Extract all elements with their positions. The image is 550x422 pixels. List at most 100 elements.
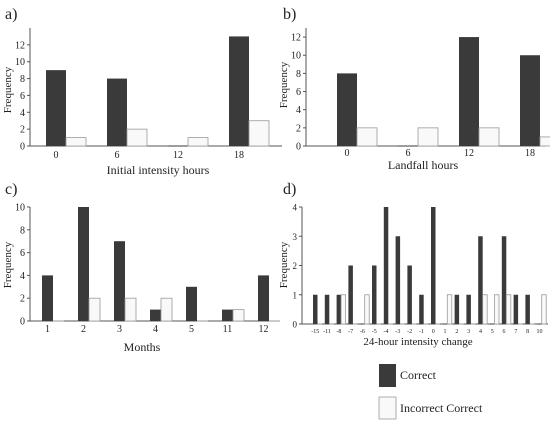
x-tick-label: -8 bbox=[336, 329, 341, 335]
bar-correct bbox=[258, 275, 269, 321]
x-tick-label: 4 bbox=[479, 329, 482, 335]
bar-incorrect bbox=[494, 294, 500, 325]
bar-incorrect bbox=[478, 127, 500, 147]
legend-label-incorrect: Incorrect Correct bbox=[400, 401, 483, 415]
y-tick-label: 1 bbox=[293, 290, 298, 300]
bar-correct bbox=[42, 275, 53, 321]
panel-label: a) bbox=[5, 6, 17, 23]
panel-a: a) Frequency Initial intensity hours 0 2 4… bbox=[2, 6, 282, 177]
bar-correct bbox=[114, 241, 125, 321]
bar-correct bbox=[513, 294, 519, 324]
y-tick-label: 3 bbox=[293, 232, 298, 242]
bar-correct bbox=[372, 265, 377, 324]
y-tick-label: 6 bbox=[20, 248, 25, 259]
bar-correct bbox=[525, 294, 530, 324]
x-tick-label: 1 bbox=[45, 324, 50, 335]
bar-incorrect bbox=[539, 136, 550, 147]
bar-incorrect bbox=[364, 294, 370, 325]
x-tick-label: 2 bbox=[455, 329, 458, 335]
x-tick-label: 6 bbox=[406, 148, 411, 159]
legend-label-correct: Correct bbox=[400, 368, 436, 382]
bar-correct bbox=[186, 286, 197, 321]
x-axis-label: Initial intensity hours bbox=[107, 163, 210, 177]
x-tick-label: 8 bbox=[526, 329, 529, 335]
y-tick-label: 6 bbox=[296, 87, 301, 98]
y-tick-label: 2 bbox=[293, 261, 298, 271]
legend-swatch-incorrect bbox=[378, 396, 397, 420]
bar-incorrect bbox=[187, 137, 209, 147]
x-tick-label: 11 bbox=[223, 324, 233, 335]
bar-correct bbox=[501, 236, 507, 324]
x-tick-label: -1 bbox=[419, 329, 424, 335]
bar-correct bbox=[229, 36, 249, 146]
x-tick-label: 18 bbox=[525, 148, 535, 159]
x-tick-label: 6 bbox=[115, 150, 120, 161]
x-tick-label: 12 bbox=[464, 148, 474, 159]
bar-correct bbox=[313, 294, 318, 324]
y-tick-label: 4 bbox=[20, 108, 25, 119]
bar-incorrect bbox=[446, 294, 453, 325]
x-tick-label: 3 bbox=[117, 324, 122, 335]
bar-correct bbox=[324, 294, 330, 324]
bar-correct bbox=[419, 294, 424, 324]
y-tick-label: 0 bbox=[296, 142, 301, 153]
x-tick-label: -2 bbox=[407, 329, 412, 335]
bar-correct bbox=[150, 309, 161, 321]
x-axis-label: Months bbox=[124, 340, 161, 354]
y-tick-label: 0 bbox=[293, 320, 298, 330]
legend bbox=[378, 364, 397, 420]
x-tick-label: -11 bbox=[323, 329, 331, 335]
bar-correct bbox=[107, 78, 127, 146]
x-tick-label: 4 bbox=[153, 324, 158, 335]
x-tick-label: -15 bbox=[311, 329, 319, 335]
bar-correct bbox=[520, 55, 540, 146]
y-tick-label: 10 bbox=[291, 51, 301, 62]
bar-correct bbox=[348, 265, 353, 324]
y-axis-label: Frequency bbox=[278, 61, 290, 108]
x-tick-label: 12 bbox=[259, 324, 269, 335]
x-tick-label: 2 bbox=[81, 324, 86, 335]
bar-incorrect bbox=[126, 128, 148, 147]
y-tick-label: 2 bbox=[20, 294, 25, 305]
bar-incorrect bbox=[482, 294, 488, 325]
x-tick-label: 0 bbox=[54, 150, 59, 161]
legend-swatch-correct bbox=[379, 364, 396, 387]
y-tick-label: 10 bbox=[15, 57, 25, 68]
bar-incorrect bbox=[65, 137, 87, 147]
panel-label: d) bbox=[283, 181, 296, 198]
y-tick-label: 8 bbox=[20, 225, 25, 236]
x-tick-label: -5 bbox=[372, 329, 377, 335]
x-axis-label: 24-hour intensity change bbox=[363, 336, 472, 348]
y-tick-label: 2 bbox=[20, 125, 25, 136]
x-tick-label: -4 bbox=[384, 329, 389, 335]
y-axis-label: Frequency bbox=[278, 241, 290, 288]
bar-correct bbox=[407, 265, 412, 324]
y-tick-label: 8 bbox=[20, 74, 25, 85]
bar-correct bbox=[431, 207, 436, 324]
bar-correct bbox=[336, 294, 342, 324]
y-tick-label: 8 bbox=[296, 69, 301, 80]
bar-correct bbox=[78, 207, 89, 321]
x-tick-label: 0 bbox=[432, 329, 435, 335]
x-tick-label: 18 bbox=[234, 150, 244, 161]
x-tick-label: 5 bbox=[189, 324, 194, 335]
panel-label: c) bbox=[5, 181, 17, 198]
bar-correct bbox=[383, 207, 389, 324]
x-tick-label: 10 bbox=[536, 329, 542, 335]
bar-incorrect bbox=[248, 120, 270, 147]
panel-label: b) bbox=[283, 6, 296, 23]
y-tick-label: 4 bbox=[293, 203, 298, 213]
bar-incorrect bbox=[541, 294, 547, 325]
y-tick-label: 0 bbox=[20, 142, 25, 153]
bar-incorrect bbox=[505, 294, 512, 325]
y-tick-label: 0 bbox=[20, 317, 25, 328]
bar-incorrect bbox=[88, 297, 101, 322]
x-tick-label: 1 bbox=[444, 329, 447, 335]
bar-correct bbox=[46, 70, 66, 146]
y-tick-label: 2 bbox=[296, 123, 301, 134]
bar-incorrect bbox=[124, 297, 137, 322]
x-tick-label: 7 bbox=[514, 329, 517, 335]
x-tick-label: -3 bbox=[395, 329, 400, 335]
x-tick-label: 3 bbox=[467, 329, 470, 335]
